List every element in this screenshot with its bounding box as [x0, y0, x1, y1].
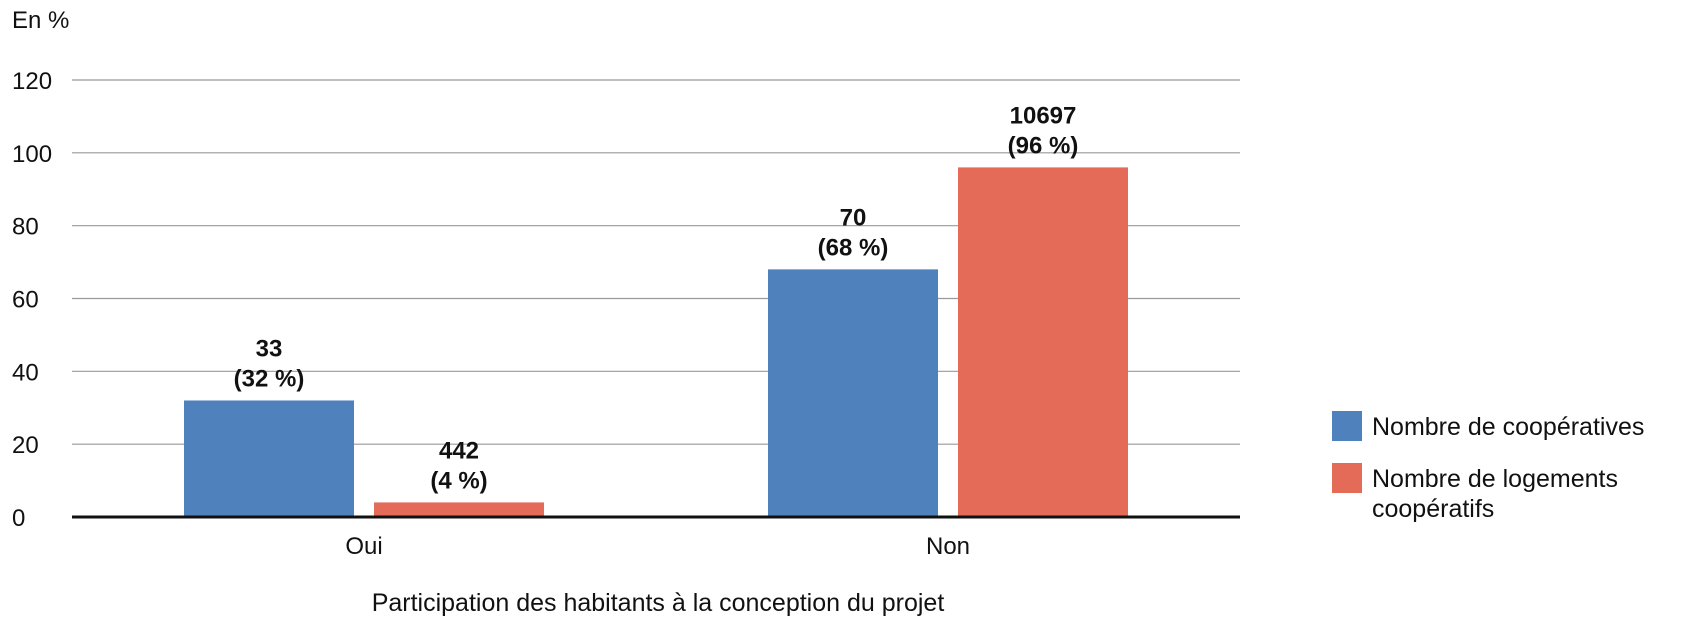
legend-swatch [1332, 463, 1362, 493]
data-label: 70 (68 %) [818, 204, 889, 261]
y-tick-label: 40 [12, 359, 39, 386]
data-labels: 33 (32 %) 442 (4 %) 70 (68 %) 10697 (96 %) [234, 102, 1079, 494]
y-tick-label: 0 [12, 505, 25, 532]
legend: Nombre de coopératives Nombre de logement… [1332, 411, 1644, 523]
legend-label: Nombre de logements coopératifs [1372, 465, 1618, 523]
x-axis-title: Participation des habitants à la concept… [372, 589, 945, 617]
y-axis-unit-label: En % [12, 7, 69, 34]
y-tick-label: 120 [12, 68, 52, 95]
x-tick-label: Non [926, 533, 970, 560]
bars [184, 167, 1128, 517]
bar-oui-series-1 [184, 400, 354, 517]
data-label: 33 (32 %) [234, 335, 305, 392]
data-label: 442 (4 %) [430, 437, 487, 494]
y-tick-label: 20 [12, 432, 39, 459]
x-axis-categories: Oui Non [345, 533, 970, 560]
x-tick-label: Oui [345, 533, 382, 560]
bar-non-series-1 [768, 269, 938, 517]
bar-oui-series-2 [374, 502, 544, 517]
legend-label: Nombre de coopératives [1372, 413, 1644, 441]
data-label: 10697 (96 %) [1008, 102, 1079, 159]
y-axis-ticks: 0 20 40 60 80 100 120 [12, 68, 52, 532]
legend-swatch [1332, 411, 1362, 441]
bar-non-series-2 [958, 167, 1128, 517]
y-tick-label: 60 [12, 287, 39, 314]
y-tick-label: 80 [12, 214, 39, 241]
y-tick-label: 100 [12, 141, 52, 168]
